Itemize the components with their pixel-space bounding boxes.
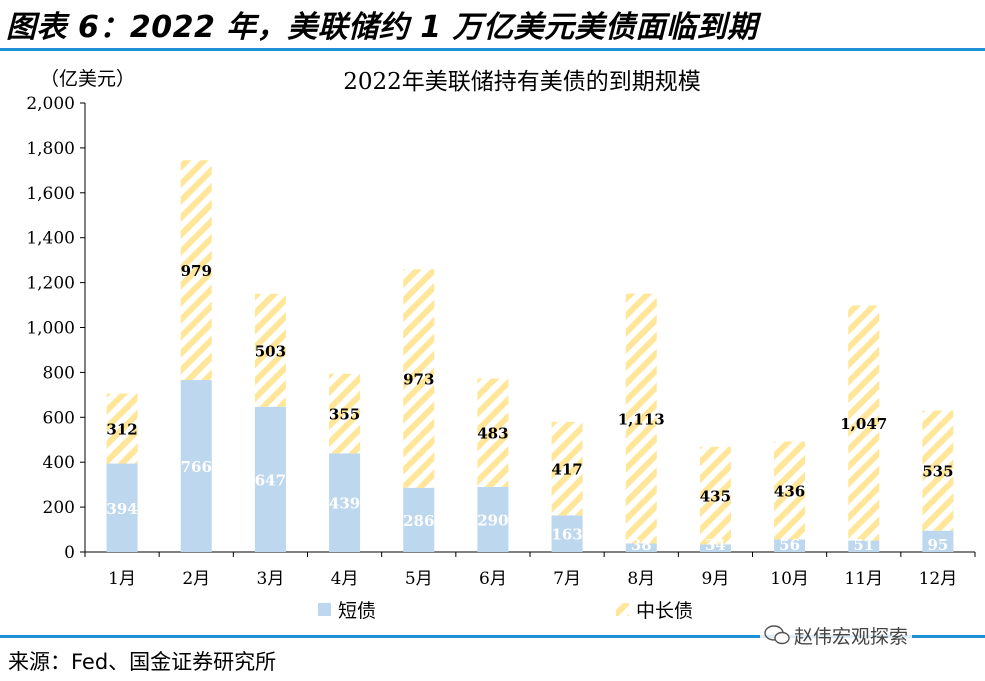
bars: 312 394 979 766 503 647 355 439 973 286 483 290 417 1…: [106, 160, 954, 554]
x-tick-label: 7月: [553, 569, 581, 589]
bar-long-term: [254, 293, 286, 407]
x-tick-label: 8月: [627, 569, 655, 589]
x-tick-label: 11月: [844, 569, 883, 589]
legend-label-long-term: 中长债: [636, 600, 693, 622]
data-label-short-term: 394: [106, 500, 137, 518]
bar-short-term: [403, 487, 435, 552]
bar-short-term: [254, 406, 286, 552]
legend-swatch-long-term: [616, 603, 629, 616]
y-tick-label: 1,200: [26, 274, 75, 294]
bar-long-term: [180, 160, 212, 381]
y-tick-label: 1,400: [26, 229, 75, 249]
bar-short-term: [329, 453, 361, 552]
bar-short-term: [699, 544, 731, 552]
data-label-short-term: 286: [403, 512, 434, 530]
x-tick-label: 4月: [331, 569, 359, 589]
figure-title: 图表 6：2022 年，美联储约 1 万亿美元美债面临到期: [6, 10, 758, 45]
watermark: 赵伟宏观探索: [760, 622, 913, 648]
y-tick-label: 800: [43, 363, 75, 383]
bar-long-term: [106, 393, 138, 464]
source-note: 来源：Fed、国金证券研究所: [8, 650, 277, 674]
bar-short-term: [477, 486, 509, 552]
bar-long-term: [551, 421, 583, 516]
data-label-long-term: 435: [700, 488, 731, 506]
watermark-text: 赵伟宏观探索: [794, 625, 909, 648]
data-label-short-term: 95: [927, 536, 948, 554]
data-label-long-term: 1,047: [840, 415, 887, 433]
bar-long-term: [403, 269, 435, 488]
legend-label-short-term: 短债: [338, 600, 376, 622]
bar-short-term: [551, 515, 583, 552]
y-tick-label: 600: [43, 408, 75, 428]
bar-long-term: [477, 378, 509, 487]
y-tick-label: 1,600: [26, 184, 75, 204]
data-label-long-term: 979: [181, 262, 212, 280]
bar-short-term: [774, 539, 806, 552]
data-label-short-term: 56: [779, 536, 800, 554]
data-label-long-term: 973: [403, 371, 434, 389]
bar-long-term: [699, 446, 731, 545]
data-label-short-term: 38: [631, 536, 652, 554]
x-tick-label: 9月: [702, 569, 730, 589]
data-label-long-term: 483: [477, 425, 508, 443]
data-label-short-term: 51: [853, 536, 874, 554]
data-label-long-term: 312: [106, 421, 137, 439]
stacked-bar-chart: 2022年美联储持有美债的到期规模 （亿美元） 0 200 400 600 800 1,0…: [26, 68, 976, 622]
data-label-long-term: 417: [551, 461, 582, 479]
data-label-long-term: 355: [329, 406, 360, 424]
x-tick-label: 12月: [919, 569, 958, 589]
bar-long-term: [625, 293, 657, 544]
x-tick-label: 5月: [405, 569, 433, 589]
y-tick-label: 200: [43, 498, 75, 518]
bar-long-term: [922, 410, 954, 531]
x-tick-label: 2月: [182, 569, 210, 589]
data-label-short-term: 290: [477, 511, 508, 529]
x-tick-label: 6月: [479, 569, 507, 589]
chart-title: 2022年美联储持有美债的到期规模: [343, 69, 701, 95]
y-tick-label: 400: [43, 453, 75, 473]
x-tick-label: 10月: [770, 569, 809, 589]
data-label-long-term: 535: [922, 463, 953, 481]
x-tick-label: 3月: [257, 569, 285, 589]
y-tick-label: 1,800: [26, 139, 75, 159]
x-tick-label: 1月: [108, 569, 136, 589]
footer-divider: [0, 635, 985, 638]
wechat-bubble-small: [774, 631, 790, 645]
legend: 短债 中长债: [318, 600, 693, 622]
data-label-long-term: 436: [774, 482, 805, 500]
bar-short-term: [848, 540, 880, 552]
bar-long-term: [848, 305, 880, 541]
data-label-short-term: 647: [255, 471, 286, 489]
data-label-short-term: 163: [551, 526, 582, 544]
bar-short-term: [922, 530, 954, 552]
bar-short-term: [106, 463, 138, 552]
y-axis-unit-label: （亿美元）: [40, 68, 135, 90]
data-label-short-term: 439: [329, 495, 360, 513]
data-label-long-term: 1,113: [618, 411, 665, 429]
data-label-long-term: 503: [255, 342, 286, 360]
legend-swatch-short-term: [318, 603, 331, 616]
header-divider: [0, 48, 985, 51]
wechat-icon: [764, 625, 790, 645]
y-tick-label: 1,000: [26, 319, 75, 339]
bar-short-term: [625, 543, 657, 552]
y-tick-label: 2,000: [26, 94, 75, 114]
bar-long-term: [774, 441, 806, 540]
y-tick-label: 0: [64, 543, 75, 563]
axes: 0 200 400 600 800 1,000 1,200 1,400 1,600 1,800 2,…: [26, 94, 976, 589]
bar-long-term: [329, 373, 361, 454]
data-label-short-term: 34: [705, 536, 726, 554]
data-label-short-term: 766: [181, 458, 212, 476]
bar-short-term: [180, 380, 212, 552]
